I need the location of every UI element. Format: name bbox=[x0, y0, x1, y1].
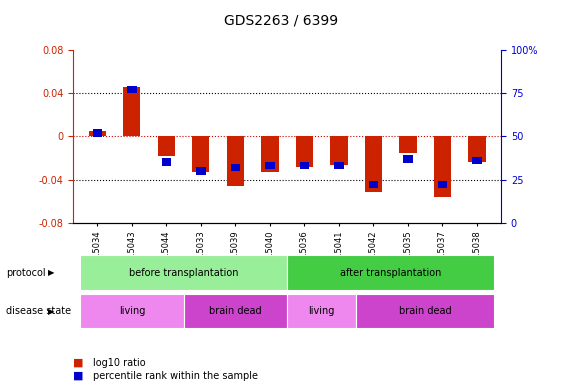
Bar bbox=[434, 136, 451, 197]
Bar bbox=[437, 181, 447, 189]
Bar bbox=[403, 155, 413, 162]
Bar bbox=[192, 136, 209, 172]
Text: ■: ■ bbox=[73, 371, 84, 381]
Text: ■: ■ bbox=[73, 358, 84, 368]
Bar bbox=[300, 162, 309, 169]
Text: before transplantation: before transplantation bbox=[129, 268, 238, 278]
Bar bbox=[334, 162, 343, 169]
Text: GDS2263 / 6399: GDS2263 / 6399 bbox=[225, 13, 338, 27]
Text: ▶: ▶ bbox=[48, 268, 55, 277]
Bar bbox=[265, 162, 275, 169]
Text: living: living bbox=[309, 306, 335, 316]
Text: disease state: disease state bbox=[6, 306, 71, 316]
Bar bbox=[365, 136, 382, 192]
Text: log10 ratio: log10 ratio bbox=[93, 358, 145, 368]
Bar bbox=[231, 164, 240, 171]
Bar bbox=[158, 136, 175, 156]
Bar bbox=[261, 136, 279, 172]
Text: living: living bbox=[119, 306, 145, 316]
Bar bbox=[330, 136, 347, 166]
Bar bbox=[472, 157, 482, 164]
Bar bbox=[296, 136, 313, 167]
Bar bbox=[369, 181, 378, 189]
Bar bbox=[92, 129, 102, 137]
Bar bbox=[468, 136, 485, 162]
Bar bbox=[196, 167, 205, 175]
Bar bbox=[89, 131, 106, 136]
Text: after transplantation: after transplantation bbox=[340, 268, 441, 278]
Bar bbox=[399, 136, 417, 152]
Text: brain dead: brain dead bbox=[399, 306, 452, 316]
Text: brain dead: brain dead bbox=[209, 306, 262, 316]
Bar bbox=[123, 87, 141, 136]
Text: ▶: ▶ bbox=[48, 306, 55, 316]
Text: percentile rank within the sample: percentile rank within the sample bbox=[93, 371, 258, 381]
Bar bbox=[127, 86, 137, 93]
Bar bbox=[162, 159, 171, 166]
Bar bbox=[227, 136, 244, 186]
Text: protocol: protocol bbox=[6, 268, 45, 278]
